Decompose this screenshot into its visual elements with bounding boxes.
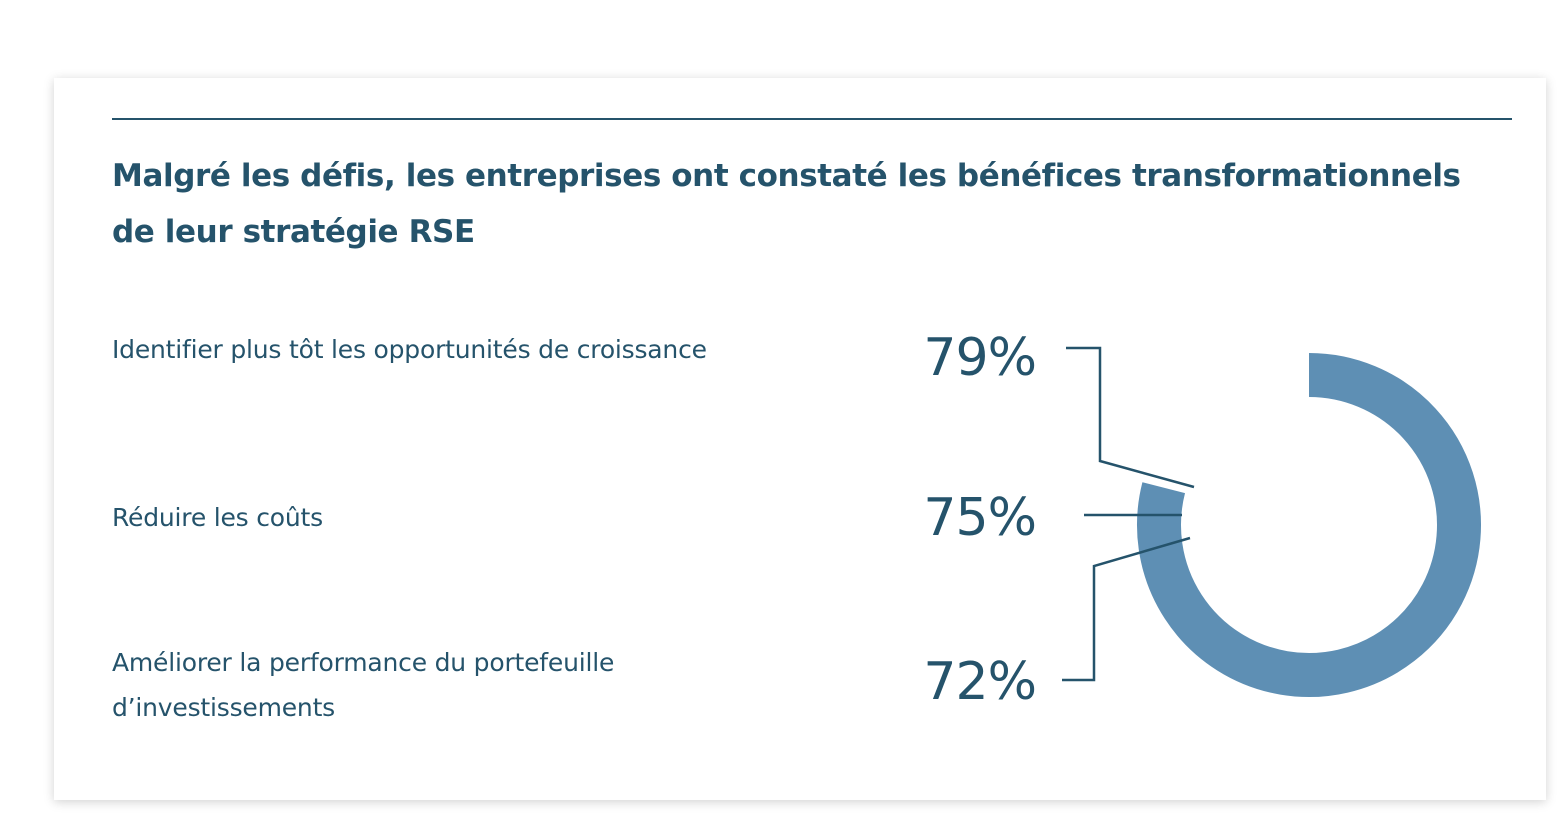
category-label-growth: Identifier plus tôt les opportunités de …	[112, 335, 707, 364]
leader-line-growth	[1066, 346, 1195, 489]
value-label-costs: 75%	[923, 488, 1037, 548]
infographic-card: Malgré les défis, les entreprises ont co…	[54, 78, 1546, 800]
category-label-costs: Réduire les coûts	[112, 503, 323, 532]
ring-arc-mark	[1137, 353, 1481, 697]
value-label-growth: 79%	[923, 328, 1037, 388]
value-label-portfolio: 72%	[923, 652, 1037, 712]
chart-title: Malgré les défis, les entreprises ont co…	[112, 158, 1461, 250]
leader-line-portfolio	[1062, 536, 1191, 682]
top-rule	[112, 118, 1512, 120]
category-label-portfolio: Améliorer la performance du portefeuille…	[112, 648, 615, 722]
ring-chart	[1062, 346, 1481, 697]
